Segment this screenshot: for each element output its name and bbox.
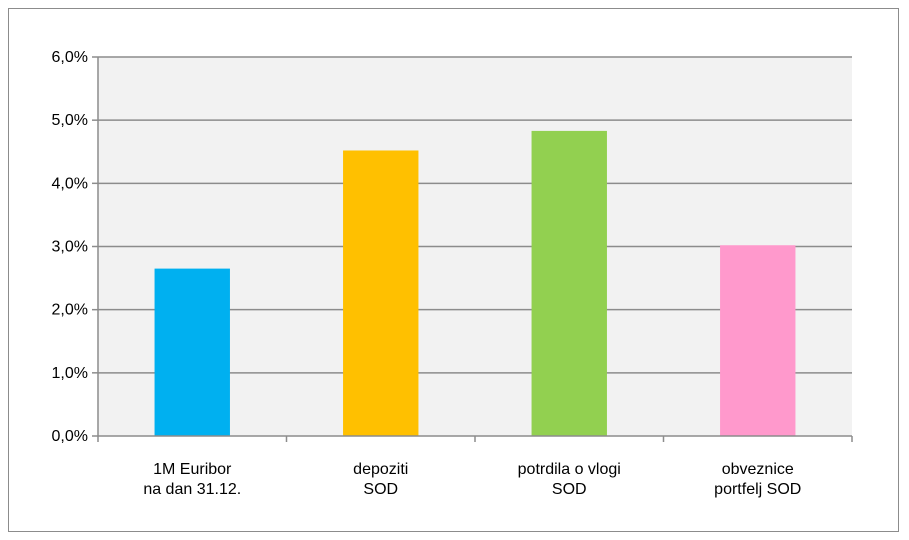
x-tick-label-line: portfelj SOD [714, 481, 801, 498]
bar [531, 130, 607, 436]
y-tick-label: 4,0% [52, 175, 88, 192]
x-tick-label-line: potrdila o vlogi [518, 461, 621, 478]
x-tick-label-line: SOD [552, 481, 587, 498]
x-tick-label: 1M Euribor na dan 31.12. [143, 461, 241, 498]
bar [154, 268, 230, 436]
x-tick-label: depoziti SOD [353, 461, 408, 498]
y-tick-label: 2,0% [52, 302, 88, 319]
y-tick-label: 5,0% [52, 112, 88, 129]
x-tick-label-line: SOD [363, 481, 398, 498]
x-tick-label: obveznice portfelj SOD [714, 461, 801, 498]
y-tick-label: 3,0% [52, 239, 88, 256]
y-tick-label: 1,0% [52, 365, 88, 382]
y-tick-label: 0,0% [52, 428, 88, 445]
bar [343, 150, 419, 436]
bar [720, 245, 796, 436]
x-tick-label-line: depoziti [353, 461, 408, 478]
y-tick-label: 6,0% [52, 49, 88, 66]
x-tick-label-line: na dan 31.12. [143, 481, 241, 498]
x-tick-label-line: 1M Euribor [153, 461, 232, 478]
x-tick-label: potrdila o vlogi SOD [518, 461, 621, 498]
x-tick-label-line: obveznice [722, 461, 794, 478]
